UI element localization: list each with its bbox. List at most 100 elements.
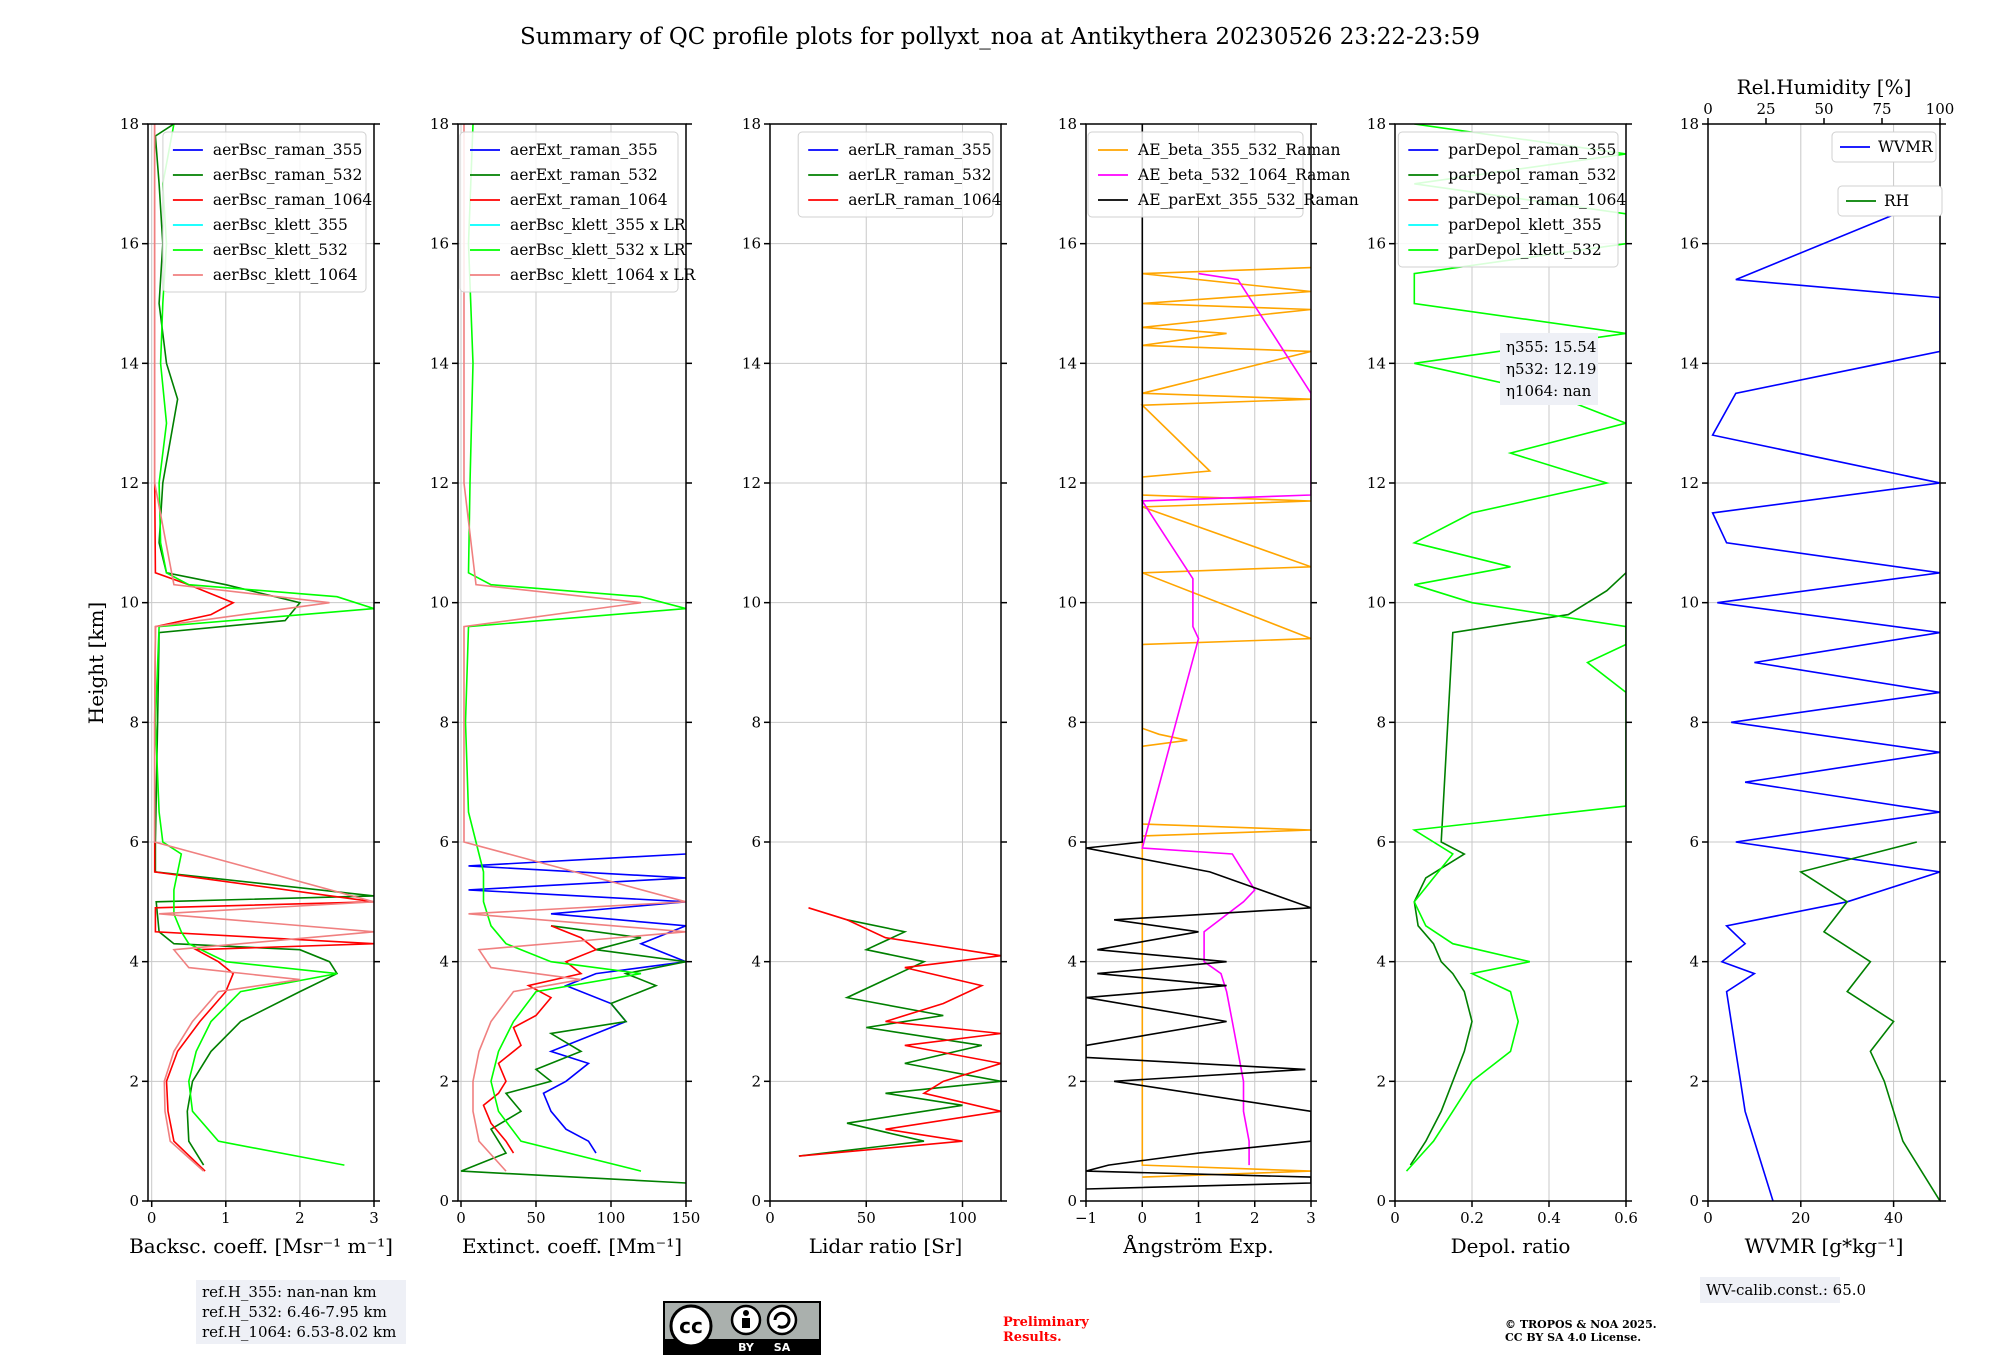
- series-group: [460, 124, 686, 1184]
- y-tick-label: 10: [430, 594, 449, 612]
- legend-label: aerBsc_klett_1064 x LR: [510, 266, 697, 284]
- series-line-aerLR_raman_532: [798, 919, 1001, 1157]
- y-tick-label: 12: [742, 474, 761, 492]
- legend-box: [1397, 131, 1619, 268]
- y-tick-label: 14: [742, 354, 761, 372]
- legend: WVMR RH: [1831, 131, 1943, 217]
- cc-sa-text: SA: [774, 1341, 791, 1354]
- wv-calib-box: [1700, 1277, 1840, 1303]
- legend-label: aerBsc_klett_1064: [213, 266, 358, 284]
- y-tick-label: 14: [430, 354, 449, 372]
- y-tick-label: 2: [439, 1072, 449, 1090]
- x-tick-label: 40: [1884, 1209, 1903, 1227]
- ref-height-1064: ref.H_1064: 6.53-8.02 km: [202, 1323, 396, 1341]
- series-group: [798, 907, 1001, 1157]
- x-axis-label: Lidar ratio [Sr]: [809, 1234, 963, 1258]
- x2-tick-label: 100: [1926, 100, 1955, 118]
- series-line-aerExt_raman_355: [468, 853, 686, 1154]
- legend-label: AE_beta_355_532_Raman: [1137, 141, 1340, 159]
- x-axis-label: Depol. ratio: [1451, 1234, 1571, 1258]
- series-line-aerBsc_raman_1064: [153, 124, 374, 1172]
- series-group: [153, 124, 374, 1172]
- legend-label: parDepol_raman_532: [1448, 166, 1616, 184]
- y-tick-label: 18: [742, 115, 761, 133]
- x-axis-label: Extinct. coeff. [Mm⁻¹]: [462, 1234, 682, 1258]
- y-tick-label: 12: [1367, 474, 1386, 492]
- legend-label: parDepol_klett_532: [1448, 241, 1601, 259]
- series-line-parDepol_raman_532: [1409, 572, 1626, 1166]
- legend-label: AE_beta_532_1064_Raman: [1137, 166, 1350, 184]
- legend-label: AE_parExt_355_532_Raman: [1137, 191, 1359, 209]
- x2-tick-label: 25: [1756, 100, 1775, 118]
- x2-tick-label: 75: [1872, 100, 1891, 118]
- series-group: [1711, 195, 1940, 1201]
- preliminary-text-1: Preliminary: [1003, 1315, 1089, 1330]
- y-tick-label: 16: [1367, 235, 1386, 253]
- legend-label: aerBsc_raman_1064: [213, 191, 373, 209]
- y-tick-label: 18: [1367, 115, 1386, 133]
- panel-5: 0 2 4 6 8 10 12 14 16 18 0 0.2 0.4 0.6 Depol. ratio par…: [1367, 115, 1638, 1258]
- y-tick-label: 2: [751, 1072, 761, 1090]
- y-tick-label: 16: [430, 235, 449, 253]
- x-tick-label: 50: [857, 1209, 876, 1227]
- cc-license-badge: cc BY SA: [663, 1301, 821, 1355]
- y-tick-label: 6: [751, 833, 761, 851]
- axes-frame: [147, 123, 375, 1202]
- x-tick-label: 3: [369, 1209, 379, 1227]
- legend-box: [162, 131, 367, 293]
- y-tick-label: 16: [120, 235, 139, 253]
- y-tick-label: 0: [129, 1192, 139, 1210]
- legend-label: aerBsc_klett_355 x LR: [510, 216, 687, 234]
- legend: AE_beta_355_532_Raman AE_beta_532_1064_Ra…: [1087, 131, 1359, 218]
- x-tick-label: 0.4: [1537, 1209, 1561, 1227]
- y-tick-label: 10: [742, 594, 761, 612]
- share-alike-icon: [766, 1304, 798, 1336]
- series-line-AE_parExt_355_532_Raman: [1086, 124, 1311, 1190]
- y-tick-label: 6: [1689, 833, 1699, 851]
- x-tick-label: 0.6: [1614, 1209, 1638, 1227]
- x-tick-label: 0: [1137, 1209, 1147, 1227]
- figure-title: Summary of QC profile plots for pollyxt_…: [520, 24, 1480, 50]
- eta-info-background: [1500, 333, 1598, 405]
- y-tick-label: 4: [751, 953, 761, 971]
- y-tick-label: 2: [1376, 1072, 1386, 1090]
- series-line-parDepol_klett_532: [1405, 124, 1626, 1172]
- cc-by-text: BY: [738, 1341, 755, 1354]
- y-tick-label: 10: [1367, 594, 1386, 612]
- y-tick-label: 6: [1376, 833, 1386, 851]
- y-tick-label: 4: [129, 953, 139, 971]
- y-tick-label: 8: [129, 713, 139, 731]
- legend-label: aerExt_raman_532: [510, 166, 658, 184]
- x-tick-label: 2: [295, 1209, 305, 1227]
- x-axis-label: Ångström Exp.: [1122, 1233, 1273, 1258]
- preliminary-text-2: Results.: [1003, 1330, 1062, 1345]
- y-tick-label: 16: [1058, 235, 1077, 253]
- legend: parDepol_raman_355 parDepol_raman_532 parD…: [1397, 131, 1626, 268]
- y-tick-label: 12: [120, 474, 139, 492]
- y-tick-label: 0: [1689, 1192, 1699, 1210]
- cc-text: cc: [679, 1314, 703, 1338]
- y-tick-label: 4: [1376, 953, 1386, 971]
- x-tick-label: 2: [1250, 1209, 1260, 1227]
- legend-label: aerBsc_klett_355: [213, 216, 348, 234]
- x-tick-label: 50: [526, 1209, 545, 1227]
- y-tick-label: 4: [439, 953, 449, 971]
- x-axis-label: WVMR [g*kg⁻¹]: [1745, 1234, 1904, 1258]
- y-tick-label: 4: [1067, 953, 1077, 971]
- series-line-aerLR_raman_1064: [798, 907, 1001, 1157]
- x-tick-label: 0: [1703, 1209, 1713, 1227]
- copyright-text-1: © TROPOS & NOA 2025.: [1505, 1318, 1657, 1331]
- legend-label: parDepol_raman_355: [1448, 141, 1616, 159]
- y-tick-label: 6: [1067, 833, 1077, 851]
- eta-info-0: η355: 15.54: [1506, 338, 1596, 356]
- y-tick-label: 14: [1680, 354, 1699, 372]
- eta-info-box: η355: 15.54 η532: 12.19 η1064: nan: [1500, 333, 1598, 405]
- legend-label: aerExt_raman_1064: [510, 191, 668, 209]
- x-tick-label: 0: [147, 1209, 157, 1227]
- ref-height-box: [196, 1280, 406, 1344]
- y-tick-label: 6: [439, 833, 449, 851]
- y-tick-label: 10: [1058, 594, 1077, 612]
